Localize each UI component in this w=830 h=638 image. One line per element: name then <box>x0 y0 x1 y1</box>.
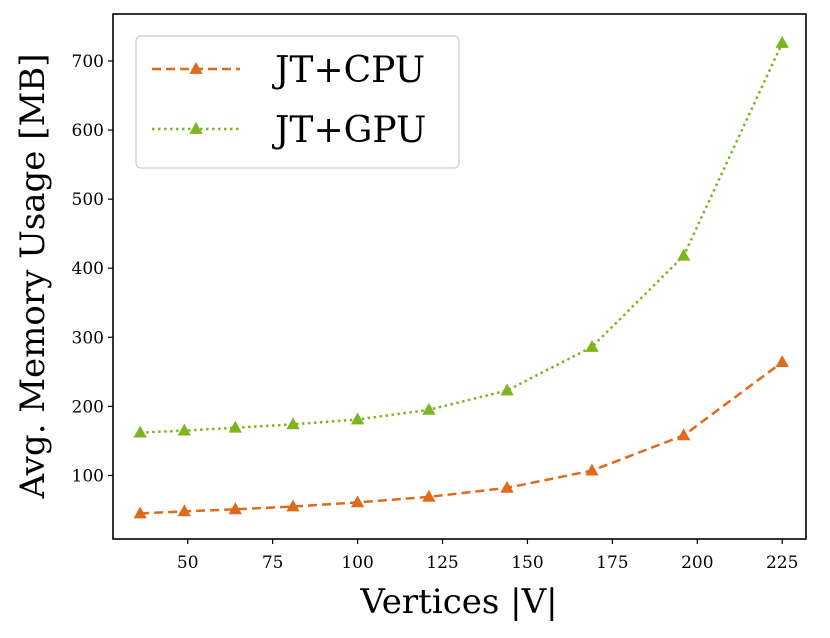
data-point-jt-cpu <box>228 502 242 515</box>
x-tick-label: 75 <box>262 553 284 573</box>
y-tick-label: 400 <box>72 259 104 279</box>
data-point-jt-gpu <box>350 412 365 425</box>
legend-label-jt-cpu: JT+CPU <box>271 50 425 91</box>
x-tick-label: 125 <box>426 553 458 573</box>
plot-frame <box>112 13 807 540</box>
data-point-jt-gpu <box>585 339 599 352</box>
data-point-jt-gpu <box>422 402 436 415</box>
y-tick-label: 200 <box>72 397 104 417</box>
data-point-jt-gpu <box>677 248 691 261</box>
data-point-jt-gpu <box>775 36 789 48</box>
legend-marker-jt-cpu <box>189 62 203 74</box>
x-tick-label: 100 <box>341 553 373 573</box>
y-axis-title: Avg. Memory Usage [MB] <box>13 53 53 499</box>
data-point-jt-gpu <box>500 383 514 396</box>
series-line-jt-gpu <box>140 42 784 434</box>
legend-label-jt-gpu: JT+GPU <box>271 110 426 151</box>
y-tick-label: 700 <box>72 52 104 72</box>
data-point-jt-gpu <box>133 425 147 438</box>
y-tick-label: 600 <box>72 121 104 141</box>
data-point-jt-cpu <box>585 463 599 476</box>
data-point-jt-cpu <box>133 506 147 519</box>
x-axis-title: Vertices |V| <box>359 582 557 622</box>
x-tick-label: 225 <box>766 553 798 573</box>
data-point-jt-cpu <box>286 499 300 512</box>
legend: JT+CPU JT+GPU <box>135 35 460 169</box>
x-tick-label: 200 <box>681 553 713 573</box>
data-point-jt-gpu <box>286 417 300 430</box>
y-tick-label: 500 <box>72 190 104 210</box>
data-point-jt-gpu <box>228 420 242 433</box>
data-point-jt-gpu <box>177 423 191 436</box>
legend-marker-jt-gpu <box>189 122 203 134</box>
data-point-jt-cpu <box>500 480 514 493</box>
axis-ticks: 50 75 100 125 150 175 200 225 100 200 300 400 500 600… <box>72 52 799 573</box>
series-layer <box>133 36 789 519</box>
data-point-jt-cpu <box>177 504 191 517</box>
data-point-jt-cpu <box>422 489 436 502</box>
y-tick-label: 300 <box>72 328 104 348</box>
x-tick-label: 175 <box>596 553 628 573</box>
x-tick-label: 150 <box>511 553 543 573</box>
y-tick-label: 100 <box>72 466 104 486</box>
data-point-jt-cpu <box>775 355 789 368</box>
data-point-jt-cpu <box>677 428 691 441</box>
series-line-jt-cpu <box>140 361 783 515</box>
data-point-jt-cpu <box>350 495 365 508</box>
x-tick-label: 50 <box>177 553 199 573</box>
